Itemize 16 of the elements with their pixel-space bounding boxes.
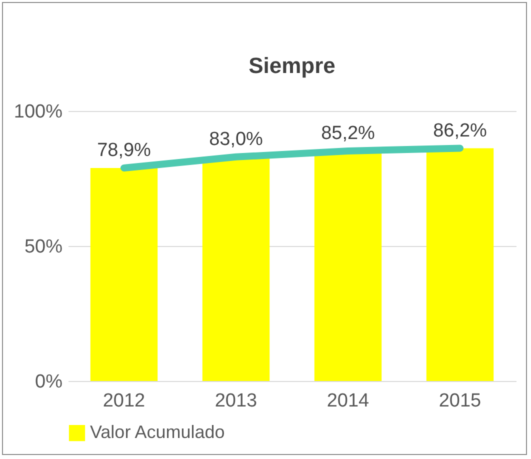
x-tick-label: 2013 <box>214 390 258 412</box>
data-label: 83,0% <box>209 128 264 150</box>
bar <box>426 148 494 381</box>
y-tick-label: 0% <box>35 372 63 392</box>
y-tick-label: 100% <box>14 102 63 122</box>
y-tick-label: 50% <box>24 236 63 258</box>
x-tick-label: 2014 <box>326 390 370 412</box>
data-label: 86,2% <box>433 120 488 142</box>
x-tick-label: 2012 <box>102 390 146 412</box>
bar <box>90 168 158 381</box>
data-label: 85,2% <box>321 122 376 144</box>
data-label: 78,9% <box>97 140 152 161</box>
chart-title: Siempre <box>248 53 336 78</box>
legend-label: Valor Acumulado <box>90 422 225 442</box>
x-tick-label: 2015 <box>438 390 482 412</box>
bar <box>202 156 270 381</box>
